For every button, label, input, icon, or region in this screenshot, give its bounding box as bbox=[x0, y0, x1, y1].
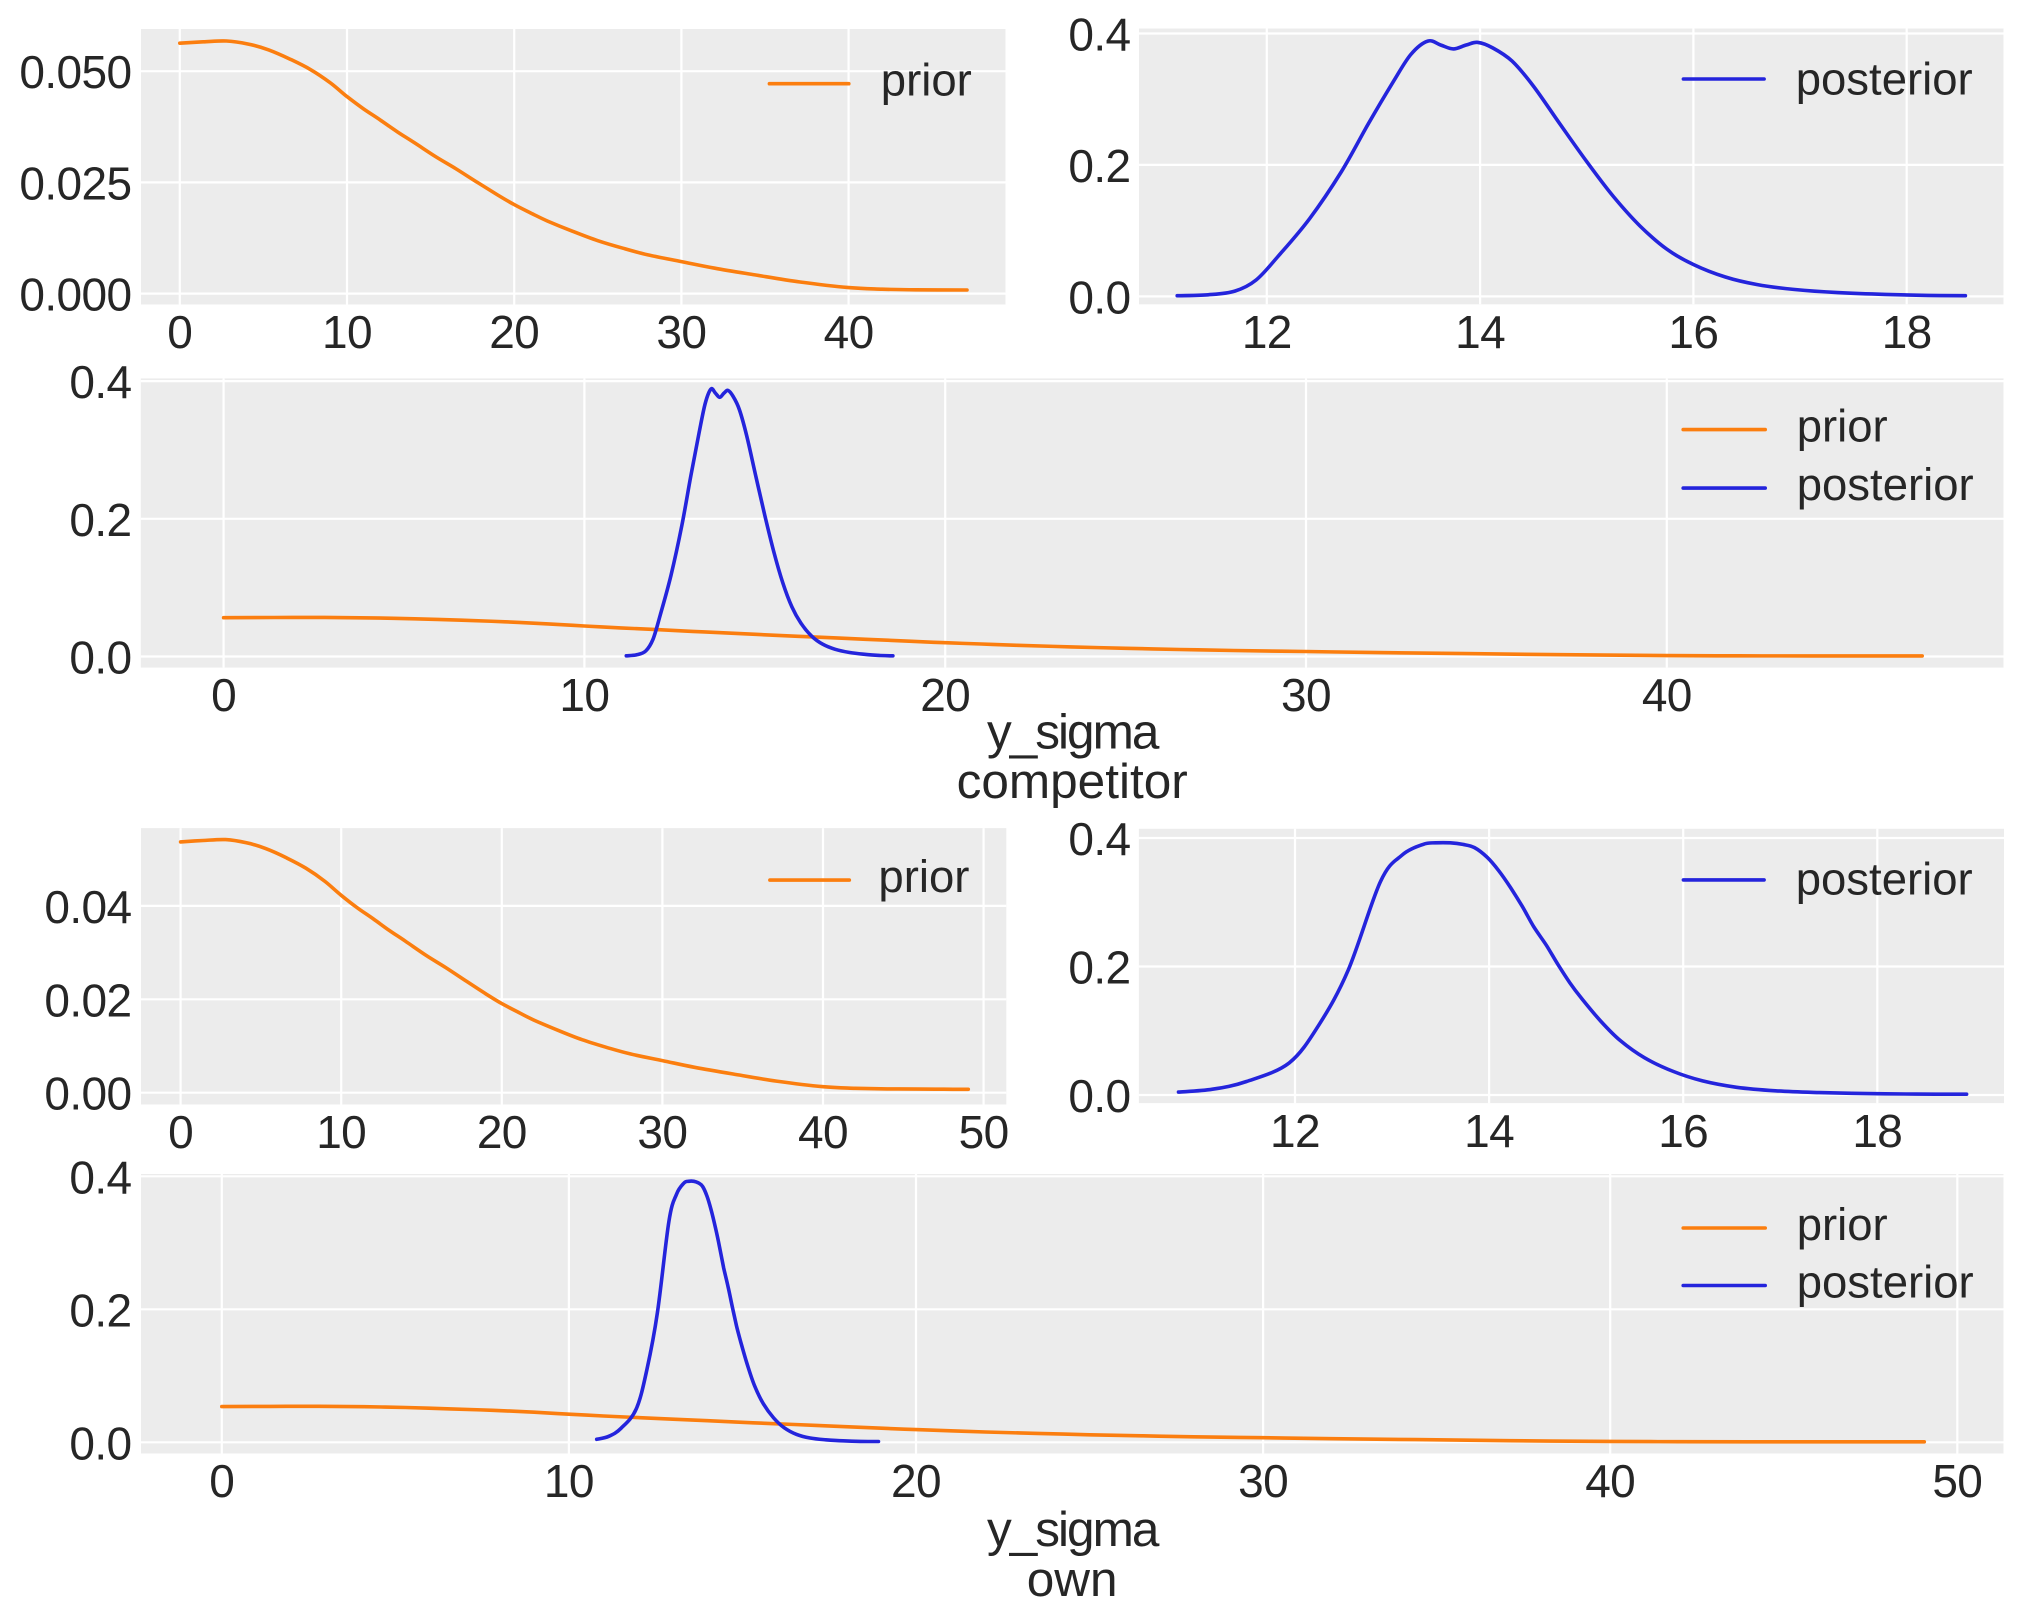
svg-text:posterior: posterior bbox=[1797, 459, 1974, 510]
svg-text:0.025: 0.025 bbox=[19, 157, 131, 209]
svg-text:0.2: 0.2 bbox=[1068, 942, 1130, 994]
svg-text:0.04: 0.04 bbox=[44, 881, 131, 933]
svg-text:40: 40 bbox=[1642, 669, 1692, 721]
svg-text:posterior: posterior bbox=[1796, 854, 1973, 905]
svg-text:10: 10 bbox=[544, 1455, 594, 1507]
svg-text:12: 12 bbox=[1270, 1105, 1320, 1157]
svg-text:competitor: competitor bbox=[957, 754, 1188, 809]
svg-text:40: 40 bbox=[1585, 1455, 1635, 1507]
svg-text:0.4: 0.4 bbox=[69, 356, 131, 408]
svg-text:prior: prior bbox=[881, 55, 972, 106]
svg-text:0.0: 0.0 bbox=[1068, 271, 1130, 323]
svg-text:own: own bbox=[1027, 1552, 1118, 1607]
svg-text:0.0: 0.0 bbox=[69, 632, 131, 684]
svg-text:prior: prior bbox=[878, 851, 969, 902]
svg-text:16: 16 bbox=[1658, 1105, 1708, 1157]
svg-text:18: 18 bbox=[1852, 1105, 1902, 1157]
svg-text:prior: prior bbox=[1797, 1199, 1888, 1250]
svg-text:14: 14 bbox=[1455, 306, 1505, 358]
svg-text:50: 50 bbox=[959, 1106, 1009, 1158]
svg-text:0.4: 0.4 bbox=[1068, 9, 1130, 61]
svg-text:20: 20 bbox=[489, 306, 539, 358]
svg-text:0.0: 0.0 bbox=[69, 1417, 131, 1469]
svg-text:0.050: 0.050 bbox=[19, 46, 131, 98]
svg-text:10: 10 bbox=[322, 306, 372, 358]
svg-text:12: 12 bbox=[1242, 306, 1292, 358]
svg-text:0.0: 0.0 bbox=[1068, 1070, 1130, 1122]
svg-text:0.2: 0.2 bbox=[69, 494, 131, 546]
svg-text:10: 10 bbox=[316, 1106, 366, 1158]
svg-text:0.4: 0.4 bbox=[1068, 813, 1130, 865]
svg-text:20: 20 bbox=[920, 669, 970, 721]
svg-text:posterior: posterior bbox=[1796, 54, 1973, 105]
svg-text:0.00: 0.00 bbox=[44, 1068, 131, 1120]
svg-text:30: 30 bbox=[1238, 1455, 1288, 1507]
svg-text:40: 40 bbox=[824, 306, 874, 358]
svg-text:0.2: 0.2 bbox=[69, 1284, 131, 1336]
svg-text:30: 30 bbox=[1281, 669, 1331, 721]
svg-text:16: 16 bbox=[1668, 306, 1718, 358]
svg-text:40: 40 bbox=[798, 1106, 848, 1158]
svg-text:20: 20 bbox=[477, 1106, 527, 1158]
svg-text:0.2: 0.2 bbox=[1068, 140, 1130, 192]
svg-text:0: 0 bbox=[167, 306, 192, 358]
svg-text:30: 30 bbox=[656, 306, 706, 358]
svg-text:18: 18 bbox=[1882, 306, 1932, 358]
svg-text:y_sigma: y_sigma bbox=[987, 704, 1160, 759]
svg-text:14: 14 bbox=[1464, 1105, 1514, 1157]
svg-text:0.02: 0.02 bbox=[44, 974, 131, 1026]
svg-text:0: 0 bbox=[209, 1455, 234, 1507]
svg-text:0: 0 bbox=[168, 1106, 193, 1158]
svg-text:30: 30 bbox=[637, 1106, 687, 1158]
svg-text:20: 20 bbox=[891, 1455, 941, 1507]
svg-text:0.4: 0.4 bbox=[69, 1151, 131, 1203]
svg-text:posterior: posterior bbox=[1797, 1257, 1974, 1308]
svg-text:0.000: 0.000 bbox=[19, 269, 131, 321]
svg-text:0: 0 bbox=[211, 669, 236, 721]
svg-text:y_sigma: y_sigma bbox=[987, 1502, 1160, 1557]
svg-text:prior: prior bbox=[1797, 401, 1888, 452]
svg-text:50: 50 bbox=[1932, 1455, 1982, 1507]
svg-text:10: 10 bbox=[559, 669, 609, 721]
